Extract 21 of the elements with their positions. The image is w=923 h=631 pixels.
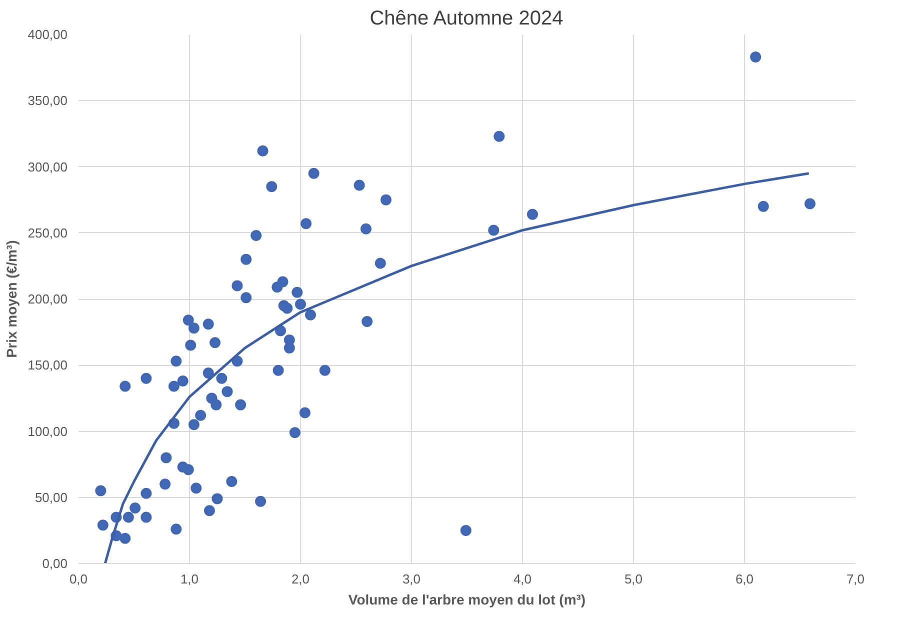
y-tick-label: 250,00 bbox=[28, 225, 68, 240]
y-tick-label: 350,00 bbox=[28, 93, 68, 108]
x-tick-label: 6,0 bbox=[735, 572, 754, 586]
y-tick-label: 50,00 bbox=[34, 490, 68, 505]
x-tick-label: 2,0 bbox=[291, 572, 310, 586]
y-tick-label: 300,00 bbox=[28, 159, 68, 174]
x-tick-label: 4,0 bbox=[513, 572, 532, 586]
x-tick-label: 5,0 bbox=[624, 572, 643, 586]
x-tick-label: 0,0 bbox=[69, 572, 88, 586]
x-axis-title: Volume de l'arbre moyen du lot (m³) bbox=[348, 592, 586, 608]
line-series bbox=[104, 172, 810, 564]
x-tick-label: 3,0 bbox=[402, 572, 421, 586]
y-tick-label: 0,00 bbox=[42, 556, 68, 571]
chart-title: Chêne Automne 2024 bbox=[370, 8, 564, 30]
y-tick-label: 150,00 bbox=[28, 358, 68, 373]
y-tick-label: 400,00 bbox=[28, 27, 68, 42]
y-axis-title: Prix moyen (€/m³) bbox=[4, 240, 20, 358]
x-tick-label: 1,0 bbox=[180, 572, 199, 586]
y-tick-label: 100,00 bbox=[28, 424, 68, 439]
y-tick-label: 200,00 bbox=[28, 292, 68, 306]
x-tick-label: 7,0 bbox=[846, 572, 865, 586]
